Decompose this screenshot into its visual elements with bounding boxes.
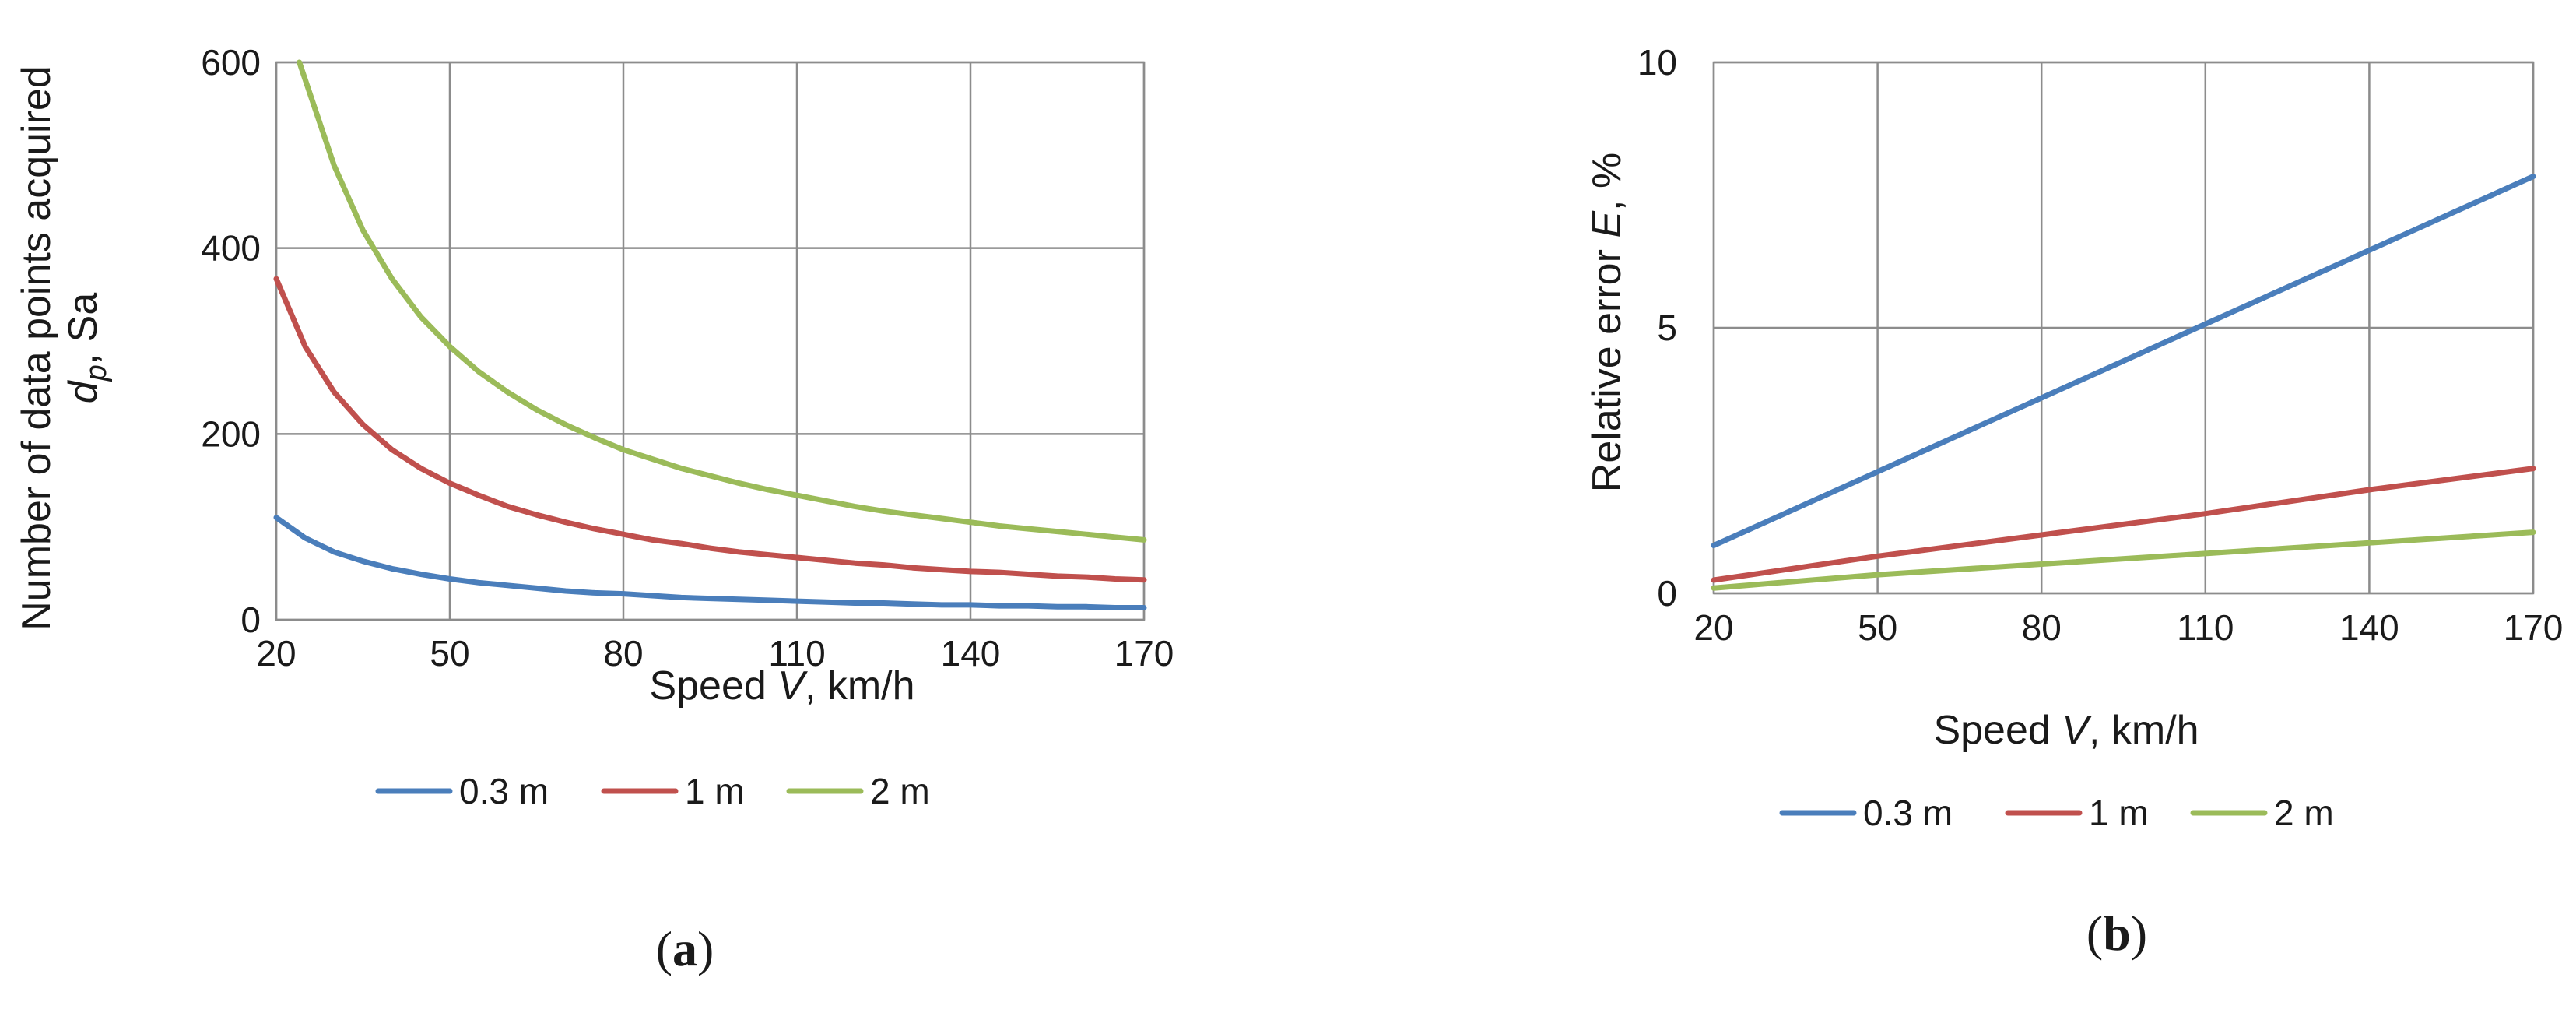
- plot-frame-b: [1712, 61, 2535, 595]
- x-axis-label-b: Speed V, km/h: [1933, 708, 2199, 753]
- chart-panel-b: 20 50 80 110 140 170 0 5 10 Speed V, km/h Relat…: [1585, 42, 2563, 961]
- y-tick-label-a-3: 600: [201, 42, 261, 83]
- x-tick-label-b-0: 20: [1693, 607, 1733, 648]
- panel-label-a: (a): [656, 921, 714, 976]
- y-tick-label-a-0: 0: [240, 600, 261, 640]
- x-tick-label-b-5: 170: [2504, 607, 2564, 648]
- series-line-b-1: [1711, 466, 2536, 583]
- series-line-b-0: [1711, 174, 2536, 549]
- legend-a: 0.3 m 1 m 2 m: [375, 771, 930, 811]
- x-tick-label-a-2: 80: [603, 633, 643, 674]
- y-axis-label-a: Number of data points acquired dp, Sa: [14, 65, 113, 631]
- x-tick-label-b-2: 80: [2022, 607, 2062, 648]
- x-tick-label-a-5: 170: [1114, 633, 1174, 674]
- y-tick-label-a-1: 200: [201, 413, 261, 454]
- x-axis-label-a: Speed V, km/h: [649, 663, 914, 709]
- y-tick-label-a-2: 400: [201, 228, 261, 269]
- x-tick-label-b-4: 140: [2339, 607, 2399, 648]
- y-tick-labels-a: 0 200 400 600: [201, 42, 261, 640]
- x-tick-labels-a: 20 50 80 110 140 170: [256, 633, 1174, 674]
- grid-a: [275, 61, 1146, 621]
- series-b: [1711, 174, 2536, 591]
- legend-label-a-1: 1 m: [685, 771, 745, 811]
- chart-panel-a: 20 50 80 110 140 170 0 200 400 600 Speed V, km/h…: [14, 42, 1174, 976]
- series-line-a-0: [273, 515, 1147, 610]
- y-tick-label-b-2: 10: [1637, 42, 1677, 83]
- x-tick-label-b-1: 50: [1858, 607, 1897, 648]
- x-tick-label-b-3: 110: [2177, 607, 2234, 648]
- plot-frame-a: [275, 61, 1146, 621]
- legend-label-a-2: 2 m: [870, 771, 930, 811]
- series-line-a-2: [297, 59, 1147, 543]
- grid-b: [1712, 61, 2535, 595]
- legend-b: 0.3 m 1 m 2 m: [1779, 793, 2334, 833]
- legend-label-b-1: 1 m: [2089, 793, 2149, 833]
- legend-label-b-2: 2 m: [2274, 793, 2334, 833]
- legend-label-b-0: 0.3 m: [1863, 793, 1953, 833]
- series-line-b-2: [1711, 529, 2536, 591]
- x-tick-label-a-4: 140: [941, 633, 1001, 674]
- y-tick-labels-b: 0 5 10: [1637, 42, 1677, 614]
- x-tick-labels-b: 20 50 80 110 140 170: [1693, 607, 2563, 648]
- y-tick-label-b-0: 0: [1657, 573, 1677, 614]
- y-axis-label-a-line2: dp, Sa: [61, 293, 113, 404]
- x-tick-label-a-3: 110: [768, 633, 825, 674]
- y-axis-label-a-line1: Number of data points acquired: [14, 65, 59, 631]
- y-tick-label-b-1: 5: [1657, 308, 1677, 348]
- series-line-a-1: [273, 276, 1147, 583]
- x-tick-label-a-0: 20: [256, 633, 296, 674]
- y-axis-label-b: Relative error E, %: [1585, 153, 1630, 492]
- x-tick-label-a-1: 50: [430, 633, 469, 674]
- series-a: [273, 59, 1147, 610]
- legend-label-a-0: 0.3 m: [459, 771, 549, 811]
- panel-label-b: (b): [2086, 906, 2147, 961]
